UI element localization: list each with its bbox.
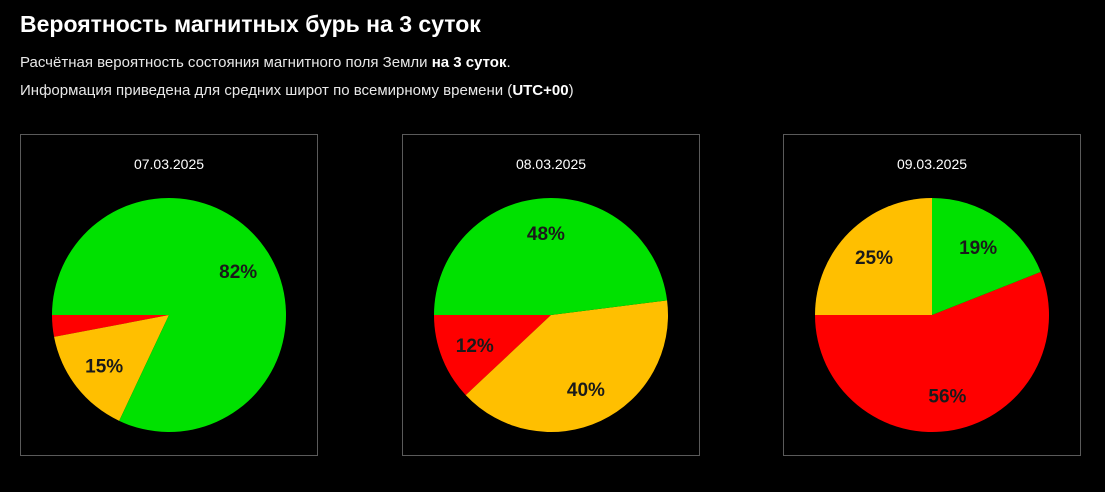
subtitle-line-2-text: Информация приведена для средних широт п… (20, 82, 513, 99)
chart-date-label: 08.03.2025 (515, 156, 587, 172)
pie-chart-panel-day-3: 09.03.2025 56% 19% 25% (783, 134, 1081, 456)
pie-slice-label: 56% (928, 387, 966, 408)
pie-slice-label: 19% (959, 238, 997, 259)
pie-slice (54, 315, 169, 421)
pie-slice (932, 198, 1041, 315)
pie-slice (465, 300, 669, 433)
page-title: Вероятность магнитных бурь на 3 суток (20, 11, 481, 37)
pie-slice-label: 82% (219, 262, 257, 283)
chart-date-label: 09.03.2025 (896, 156, 968, 172)
subtitle-line-2-bold: UTC+00 (512, 82, 569, 99)
subtitle-line-2: Информация приведена для средних широт п… (20, 81, 574, 101)
subtitle-line-1: Расчётная вероятность состояния магнитно… (20, 53, 511, 73)
pie-slice (815, 198, 932, 315)
pie-chart-day-3: 56% 19% 25% (815, 198, 1049, 433)
pie-slice (434, 197, 668, 315)
pie-chart-day-2: 12% 40% 48% (434, 197, 669, 433)
pie-slice-label: 12% (456, 336, 494, 357)
subtitle-line-1-text: Расчётная вероятность состояния магнитно… (20, 54, 432, 71)
pie-slice-label: 40% (567, 380, 605, 401)
pie-slice-label: 25% (855, 248, 893, 269)
chart-date-label: 07.03.2025 (133, 156, 205, 172)
subtitle-line-1-bold: на 3 суток (431, 54, 507, 71)
pie-chart-panel-day-2: 08.03.2025 12% 40% 48% (402, 134, 700, 456)
pie-slice (434, 315, 551, 396)
pie-chart-panel-day-1: 07.03.2025 15% 82% (20, 134, 318, 456)
pie-slice-label: 15% (85, 356, 123, 377)
subtitle-line-2-end: ) (568, 82, 574, 99)
subtitle-line-1-end: . (506, 54, 511, 71)
pie-slice-label: 48% (527, 224, 565, 245)
pie-slice (52, 197, 286, 432)
pie-chart-day-1: 15% 82% (52, 197, 286, 432)
pie-slice (52, 315, 169, 337)
pie-slice (815, 271, 1049, 433)
